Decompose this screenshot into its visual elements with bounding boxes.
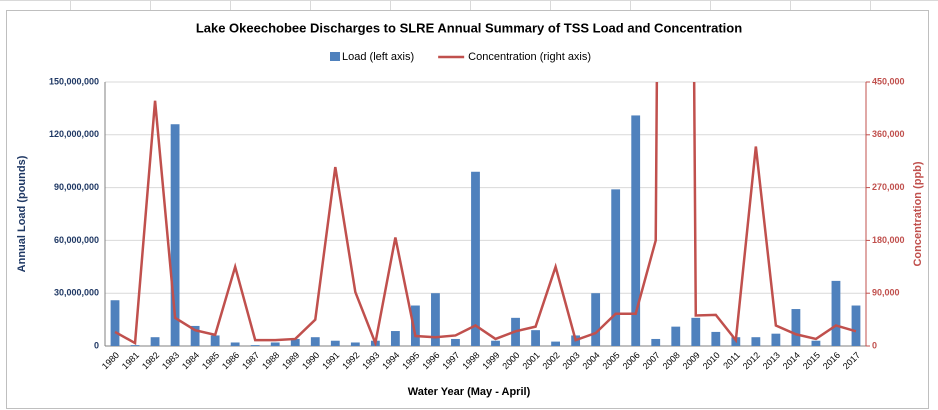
bar [551, 341, 560, 346]
bar [711, 331, 721, 346]
bar [811, 340, 821, 346]
bar [531, 330, 540, 346]
bar [651, 338, 661, 346]
y2-tick-label: 0 [872, 340, 877, 350]
y-tick-label: 120,000,000 [49, 129, 99, 139]
bar [591, 293, 601, 346]
chart-frame [6, 10, 929, 409]
bar [190, 325, 200, 346]
plot-clip [110, 82, 861, 346]
y2-tick-label: 360,000 [872, 129, 905, 139]
y2-tick-label: 180,000 [872, 235, 905, 245]
bar [831, 280, 841, 346]
bar [390, 331, 400, 346]
bar [110, 300, 120, 346]
y-tick-label: 0 [94, 340, 99, 350]
bar [130, 345, 140, 346]
bar [230, 342, 240, 346]
bar [691, 317, 701, 346]
y-axis-label: Annual Load (pounds) [16, 155, 28, 272]
bar [411, 305, 420, 346]
bar [631, 115, 641, 346]
legend-swatch [330, 52, 340, 61]
y-tick-label: 150,000,000 [49, 76, 99, 86]
bar [451, 338, 460, 346]
bar [210, 335, 220, 346]
bar [310, 337, 320, 346]
bar [671, 326, 681, 346]
bar [611, 189, 621, 346]
bar [851, 305, 861, 346]
chart-title: Lake Okeechobee Discharges to SLRE Annua… [196, 20, 742, 35]
spreadsheet-grid [0, 0, 938, 10]
y2-tick-label: 450,000 [872, 76, 905, 86]
bar [330, 340, 340, 346]
bar [150, 337, 160, 346]
y2-tick-label: 90,000 [872, 288, 900, 298]
bar [491, 340, 500, 346]
legend-label: Load (left axis) [342, 51, 414, 63]
y-tick-label: 90,000,000 [54, 182, 99, 192]
bar [771, 333, 781, 346]
bar [791, 309, 801, 346]
line [114, 82, 857, 346]
bar [751, 337, 761, 346]
x-axis-label: Water Year (May - April) [408, 386, 531, 398]
bar [350, 342, 360, 346]
y-tick-label: 60,000,000 [54, 235, 99, 245]
bar [471, 171, 480, 346]
bar [431, 293, 440, 346]
y-tick-label: 30,000,000 [54, 288, 99, 298]
y2-axis-label: Concentration (ppb) [912, 161, 924, 266]
y2-tick-label: 270,000 [872, 182, 905, 192]
bar [270, 342, 280, 346]
bar [250, 345, 260, 346]
legend-label: Concentration (right axis) [468, 51, 591, 63]
bar [290, 338, 300, 346]
bar [170, 124, 180, 346]
